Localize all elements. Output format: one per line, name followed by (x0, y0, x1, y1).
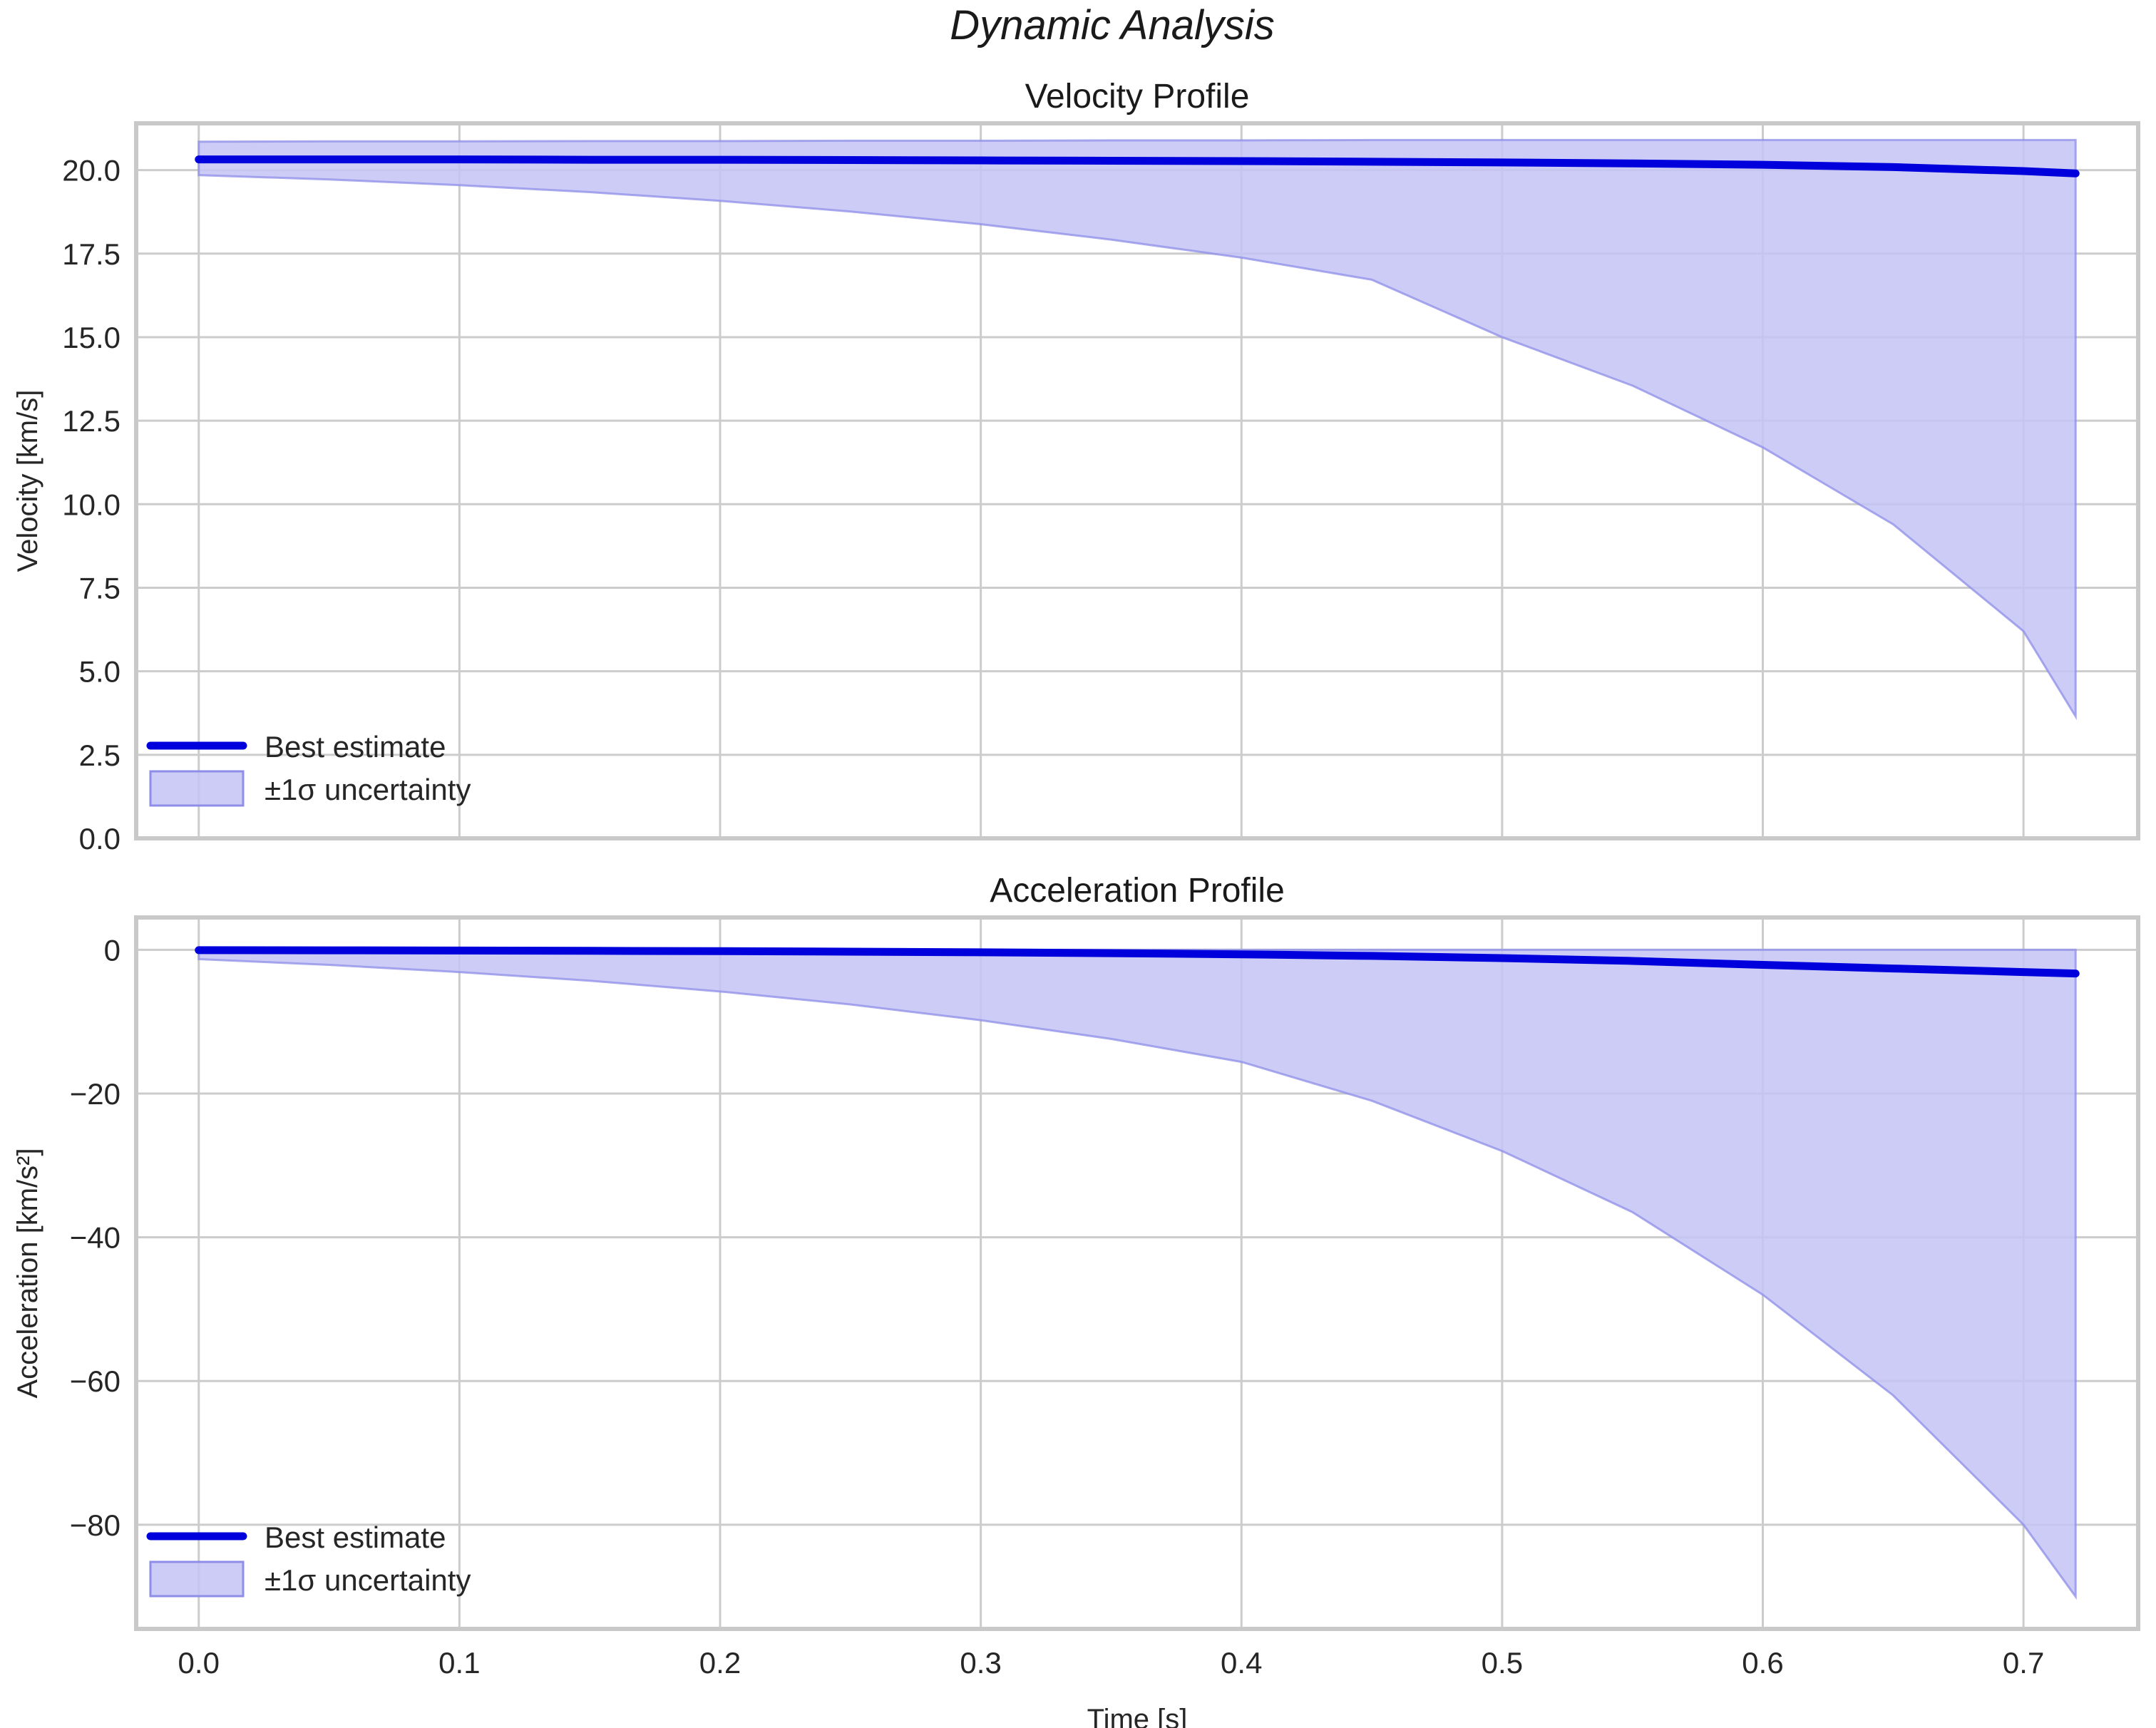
xtick-label: 0.7 (2003, 1646, 2044, 1680)
ytick-label-velocity: 7.5 (79, 571, 120, 605)
figure-suptitle: Dynamic Analysis (950, 2, 1275, 48)
ytick-label-acceleration: 0 (104, 933, 120, 967)
legend-line-label-acceleration: Best estimate (265, 1521, 446, 1554)
plot-frame-acceleration (134, 915, 2140, 1631)
xtick-label: 0.4 (1221, 1646, 1262, 1680)
legend-band-label-acceleration: ±1σ uncertainty (265, 1563, 471, 1597)
ytick-label-velocity: 15.0 (62, 321, 120, 354)
ytick-label-velocity: 2.5 (79, 739, 120, 772)
uncertainty-band-velocity (197, 138, 2077, 721)
y-axis-label-acceleration: Acceleration [km/s²] (12, 1148, 43, 1398)
ytick-label-velocity: 17.5 (62, 237, 120, 271)
xtick-label: 0.2 (699, 1646, 741, 1680)
legend-band-swatch-velocity (149, 770, 245, 807)
x-axis-label: Time [s] (1087, 1704, 1188, 1728)
xtick-label: 0.6 (1742, 1646, 1783, 1680)
ytick-label-acceleration: −20 (70, 1077, 120, 1111)
ytick-label-velocity: 20.0 (62, 154, 120, 187)
ytick-label-velocity: 12.5 (62, 404, 120, 438)
legend-line-label-velocity: Best estimate (265, 730, 446, 763)
subplot-title-acceleration: Acceleration Profile (990, 872, 1285, 910)
y-axis-label-velocity: Velocity [km/s] (12, 390, 43, 572)
best-estimate-line-velocity (195, 155, 2080, 178)
legend-band-swatch-acceleration (149, 1560, 245, 1598)
best-estimate-line-acceleration (195, 946, 2080, 978)
ytick-label-acceleration: −40 (70, 1221, 120, 1255)
xtick-label: 0.3 (960, 1646, 1001, 1680)
ytick-label-acceleration: −80 (70, 1508, 120, 1542)
xtick-label: 0.0 (178, 1646, 220, 1680)
legend-band-label-velocity: ±1σ uncertainty (265, 773, 471, 806)
xtick-label: 0.1 (438, 1646, 480, 1680)
ytick-label-velocity: 0.0 (79, 822, 120, 855)
ytick-label-velocity: 10.0 (62, 488, 120, 521)
ytick-label-velocity: 5.0 (79, 655, 120, 689)
xtick-label: 0.5 (1482, 1646, 1523, 1680)
plot-frame-velocity (134, 121, 2140, 840)
ytick-label-acceleration: −60 (70, 1364, 120, 1398)
subplot-title-velocity: Velocity Profile (1025, 78, 1250, 115)
